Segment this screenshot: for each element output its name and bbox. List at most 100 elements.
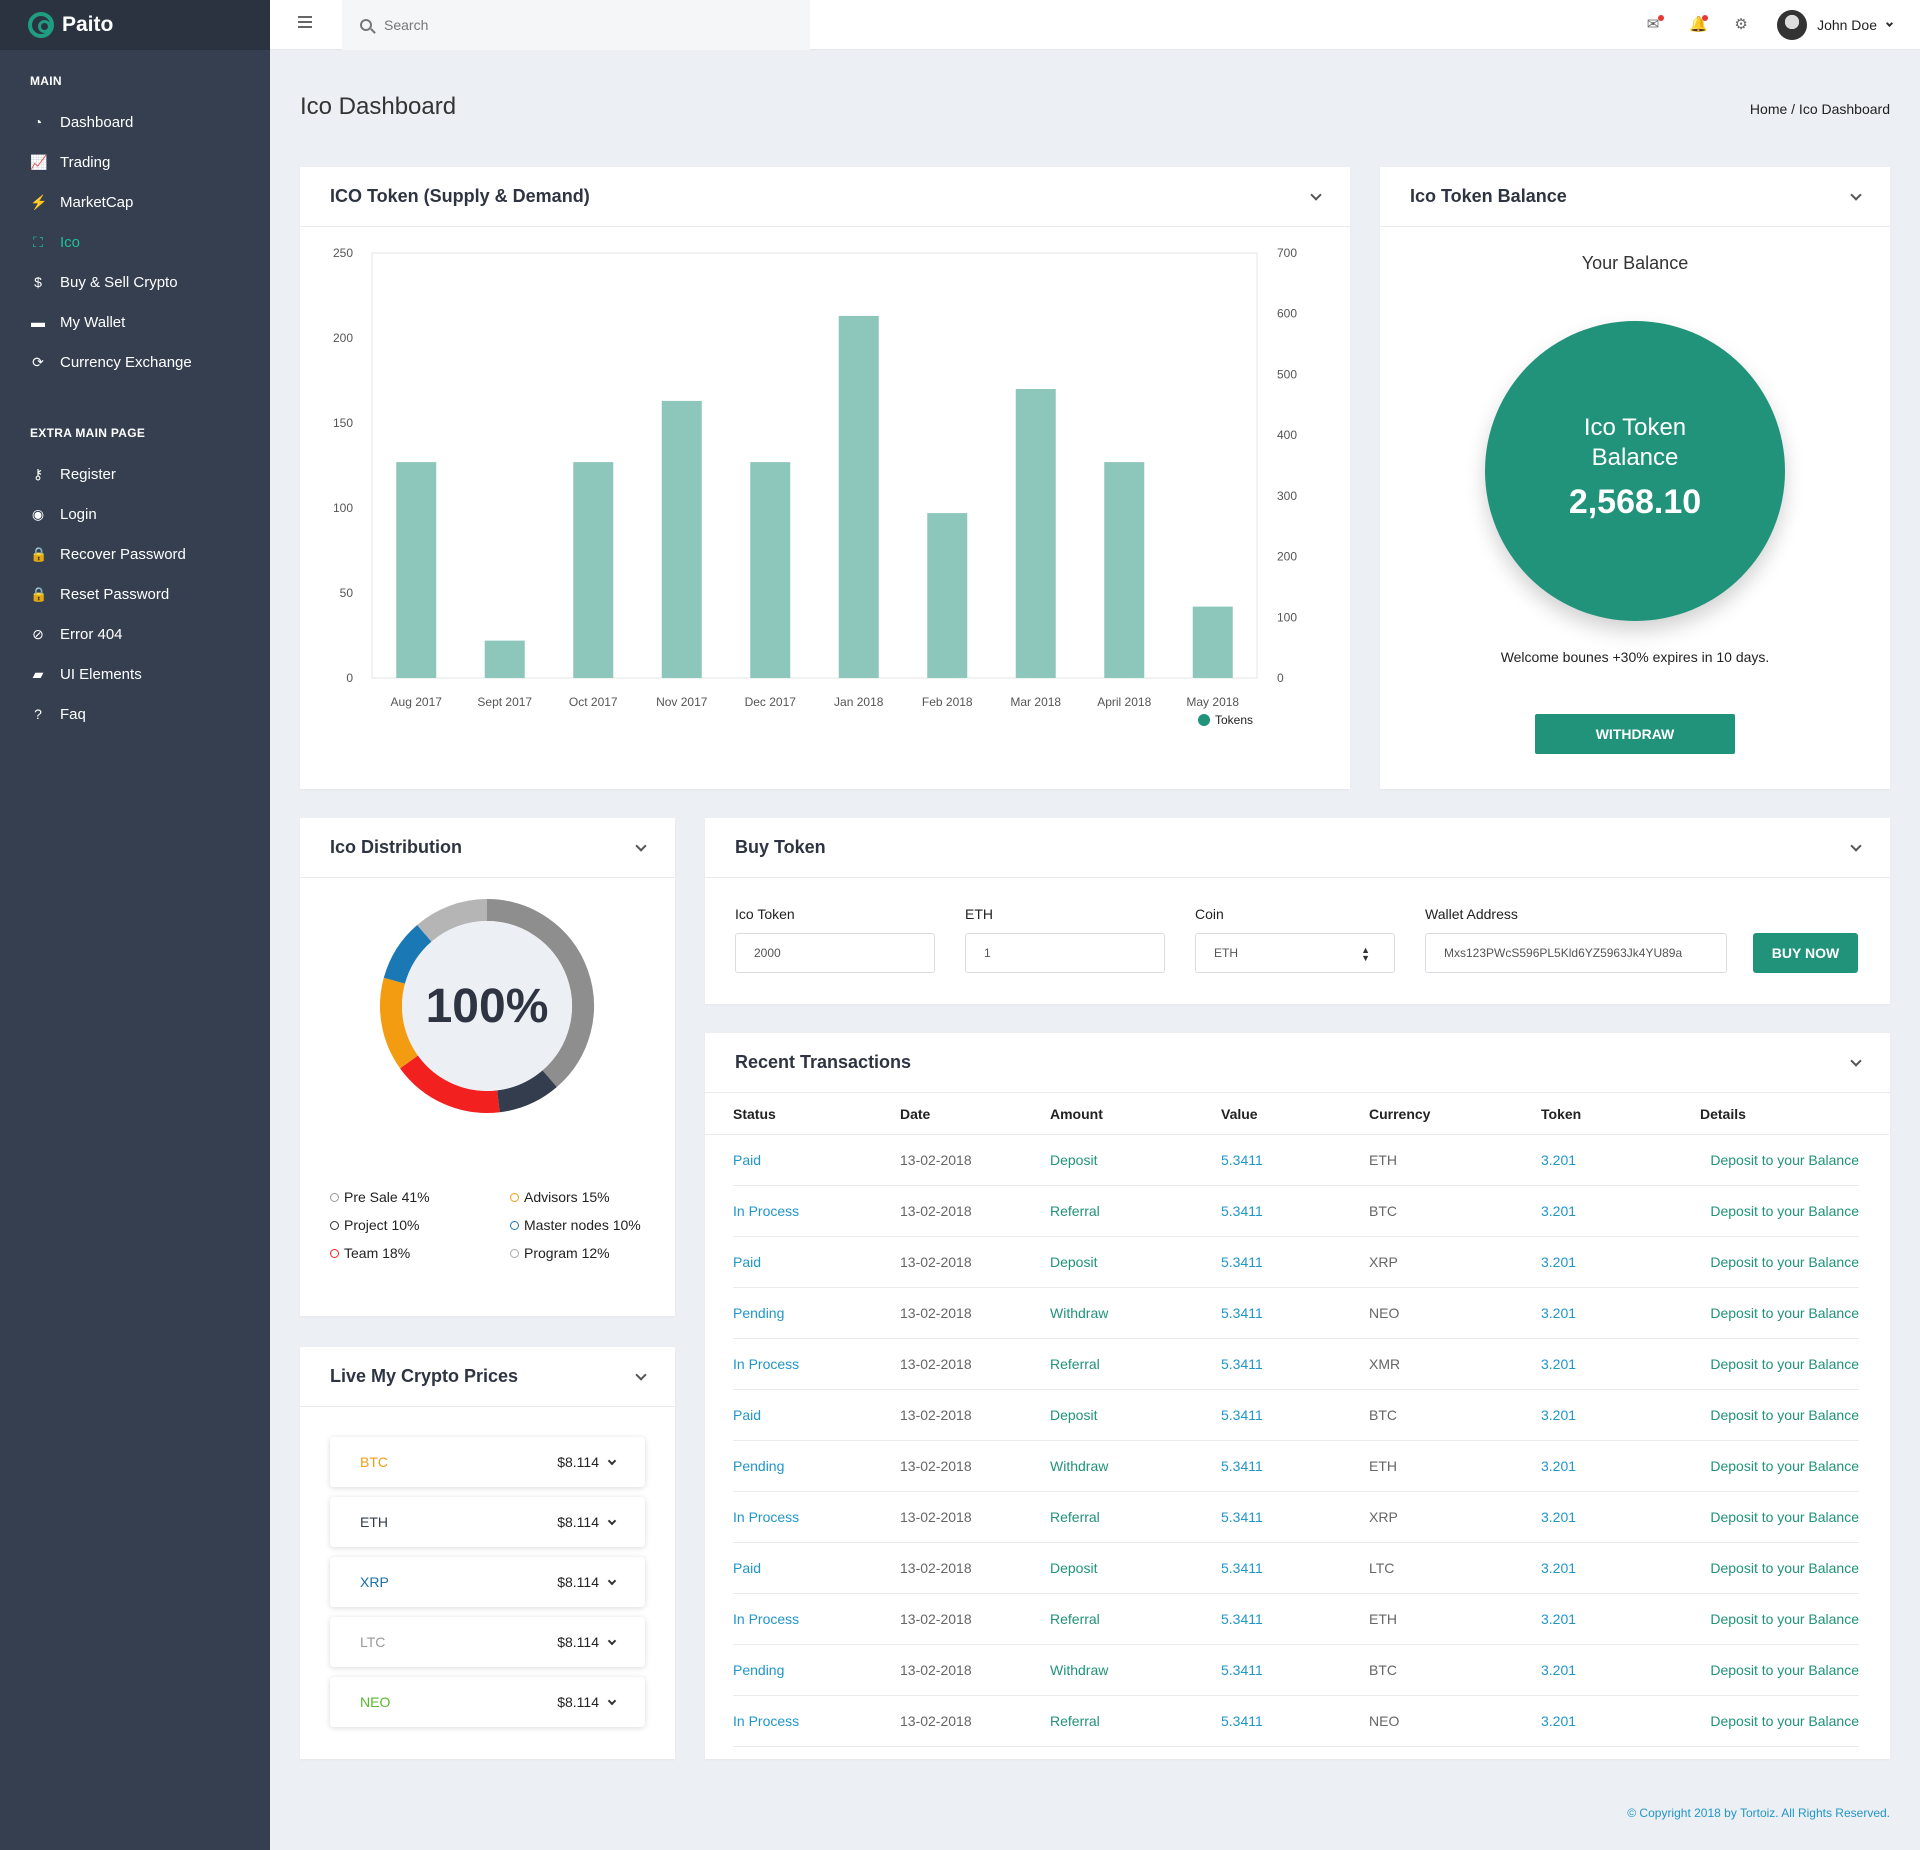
breadcrumb[interactable]: Home / Ico Dashboard	[1749, 101, 1890, 117]
cell-status[interactable]: In Process	[733, 1611, 800, 1627]
chevron-down-icon[interactable]	[607, 1456, 617, 1465]
table-row[interactable]: Paid 13-02-2018 Deposit 5.3411 BTC 3.201 Depos…	[733, 1390, 1859, 1441]
mail-icon[interactable]: ✉	[1645, 15, 1665, 32]
cell-status[interactable]: Pending	[733, 1458, 785, 1474]
coin-select[interactable]: ETH ▲ ▼	[1195, 933, 1395, 973]
sidebar-item-my-wallet[interactable]: ▬ My Wallet	[0, 302, 270, 342]
gear-icon[interactable]: ⚙	[1734, 16, 1748, 33]
bar[interactable]	[396, 462, 437, 678]
cell-details[interactable]: Deposit to your Balance	[1710, 1713, 1859, 1729]
sidebar-item-marketcap[interactable]: ⚡ MarketCap	[0, 182, 270, 222]
cell-details[interactable]: Deposit to your Balance	[1710, 1203, 1859, 1219]
sidebar-item-reset-password[interactable]: 🔒 Reset Password	[0, 574, 270, 614]
header-date[interactable]: Date	[900, 1105, 931, 1122]
chevron-down-icon[interactable]	[1850, 839, 1862, 852]
sidebar-item-buy-sell-crypto[interactable]: $ Buy & Sell Crypto	[0, 262, 270, 302]
table-row[interactable]: Pending 13-02-2018 Withdraw 5.3411 BTC 3.201 D…	[733, 1645, 1859, 1696]
table-row[interactable]: In Process 13-02-2018 Referral 5.3411 XRP 3.2…	[733, 1492, 1859, 1543]
table-row[interactable]: Pending 13-02-2018 Withdraw 5.3411 ETH 3.201 D…	[733, 1441, 1859, 1492]
cell-details[interactable]: Deposit to your Balance	[1710, 1254, 1859, 1270]
donut-segment[interactable]	[496, 1070, 557, 1113]
header-details[interactable]: Details	[1700, 1105, 1746, 1122]
chevron-down-icon[interactable]	[635, 1368, 647, 1381]
cell-status[interactable]: Pending	[733, 1662, 785, 1678]
table-row[interactable]: In Process 13-02-2018 Referral 5.3411 BTC 3.2…	[733, 1186, 1859, 1237]
chevron-down-icon[interactable]	[635, 839, 647, 852]
bar[interactable]	[1192, 606, 1233, 678]
brand[interactable]: Paito	[0, 0, 270, 50]
price-row-xrp[interactable]: XRP $8.114	[330, 1557, 645, 1607]
bar[interactable]	[838, 315, 879, 678]
chevron-down-icon[interactable]	[607, 1636, 617, 1645]
table-row[interactable]: Pending 13-02-2018 Withdraw 5.3411 NEO 3.201 D…	[733, 1288, 1859, 1339]
buy-now-button[interactable]: BUY NOW	[1753, 933, 1858, 973]
chevron-down-icon[interactable]	[1850, 1054, 1862, 1067]
table-row[interactable]: Paid 13-02-2018 Deposit 5.3411 ETH 3.201 Depos…	[733, 1135, 1859, 1186]
cell-details[interactable]: Deposit to your Balance	[1710, 1560, 1859, 1576]
table-row[interactable]: In Process 13-02-2018 Referral 5.3411 NEO 3.2…	[733, 1696, 1859, 1747]
cell-details[interactable]: Deposit to your Balance	[1710, 1509, 1859, 1525]
cell-status[interactable]: In Process	[733, 1203, 800, 1219]
withdraw-button[interactable]: WITHDRAW	[1535, 714, 1735, 754]
price-row-eth[interactable]: ETH $8.114	[330, 1497, 645, 1547]
chevron-down-icon[interactable]	[1850, 188, 1862, 201]
chevron-down-icon[interactable]	[1310, 188, 1322, 201]
wallet-address-input[interactable]: Mxs123PWcS596PL5Kld6YZ5963Jk4YU89a	[1425, 933, 1727, 973]
table-row[interactable]: Paid 13-02-2018 Deposit 5.3411 XRP 3.201 Depos…	[733, 1237, 1859, 1288]
cell-details[interactable]: Deposit to your Balance	[1710, 1611, 1859, 1627]
bar[interactable]	[484, 640, 525, 678]
bar[interactable]	[927, 513, 968, 678]
bar[interactable]	[750, 462, 791, 678]
header-amount[interactable]: Amount	[1050, 1105, 1103, 1122]
bell-icon[interactable]: 🔔	[1689, 15, 1709, 33]
cell-status[interactable]: Pending	[733, 1305, 785, 1321]
eth-input[interactable]: 1	[965, 933, 1165, 973]
sidebar-item-dashboard[interactable]: ◔ Dashboard	[0, 102, 270, 142]
cell-details[interactable]: Deposit to your Balance	[1710, 1152, 1859, 1168]
sidebar-item-faq[interactable]: ? Faq	[0, 694, 270, 734]
chevron-down-icon[interactable]	[607, 1516, 617, 1525]
table-row[interactable]: In Process 13-02-2018 Referral 5.3411 ETH 3.2…	[733, 1594, 1859, 1645]
table-row[interactable]: In Process 13-02-2018 Referral 5.3411 XMR 3.2…	[733, 1339, 1859, 1390]
sidebar-item-currency-exchange[interactable]: ⟳ Currency Exchange	[0, 342, 270, 382]
cell-status[interactable]: Paid	[733, 1152, 762, 1168]
cell-status[interactable]: In Process	[733, 1509, 800, 1525]
cell-details[interactable]: Deposit to your Balance	[1710, 1662, 1859, 1678]
bar[interactable]	[661, 400, 702, 678]
donut-segment[interactable]	[383, 924, 432, 984]
cell-status[interactable]: In Process	[733, 1356, 800, 1372]
chevron-down-icon[interactable]	[607, 1696, 617, 1705]
donut-segment[interactable]	[400, 1055, 500, 1113]
menu-icon[interactable]	[298, 16, 312, 31]
donut-segment[interactable]	[417, 899, 488, 942]
sidebar-item-ui-elements[interactable]: ▰ UI Elements	[0, 654, 270, 694]
cell-status[interactable]: Paid	[733, 1254, 762, 1270]
header-currency[interactable]: Currency	[1369, 1105, 1431, 1122]
price-row-neo[interactable]: NEO $8.114	[330, 1677, 645, 1727]
header-value[interactable]: Value	[1221, 1105, 1258, 1122]
donut-segment[interactable]	[380, 977, 419, 1069]
sidebar-item-trading[interactable]: 📈 Trading	[0, 142, 270, 182]
user-menu[interactable]: John Doe	[1777, 10, 1894, 40]
cell-details[interactable]: Deposit to your Balance	[1710, 1458, 1859, 1474]
bar[interactable]	[573, 462, 614, 678]
cell-details[interactable]: Deposit to your Balance	[1710, 1356, 1859, 1372]
cell-status[interactable]: In Process	[733, 1713, 800, 1729]
table-row[interactable]: Paid 13-02-2018 Deposit 5.3411 LTC 3.201 Depos…	[733, 1543, 1859, 1594]
sidebar-item-ico[interactable]: ⛶ Ico	[0, 222, 270, 262]
legend-label[interactable]: Tokens	[1215, 713, 1253, 727]
search-input[interactable]: Search	[342, 0, 810, 50]
sidebar-item-recover-password[interactable]: 🔒 Recover Password	[0, 534, 270, 574]
sidebar-item-login[interactable]: ◉ Login	[0, 494, 270, 534]
cell-details[interactable]: Deposit to your Balance	[1710, 1305, 1859, 1321]
footer-copyright[interactable]: © Copyright 2018 by Tortoiz. All Rights …	[1627, 1806, 1890, 1820]
ico-token-input[interactable]: 2000	[735, 933, 935, 973]
donut-segment[interactable]	[486, 899, 594, 1088]
sidebar-item-error-404[interactable]: ⊘ Error 404	[0, 614, 270, 654]
bar[interactable]	[1104, 462, 1145, 678]
cell-status[interactable]: Paid	[733, 1560, 762, 1576]
bar[interactable]	[1015, 389, 1056, 678]
chevron-down-icon[interactable]	[607, 1576, 617, 1585]
header-token[interactable]: Token	[1541, 1105, 1582, 1122]
price-row-ltc[interactable]: LTC $8.114	[330, 1617, 645, 1667]
